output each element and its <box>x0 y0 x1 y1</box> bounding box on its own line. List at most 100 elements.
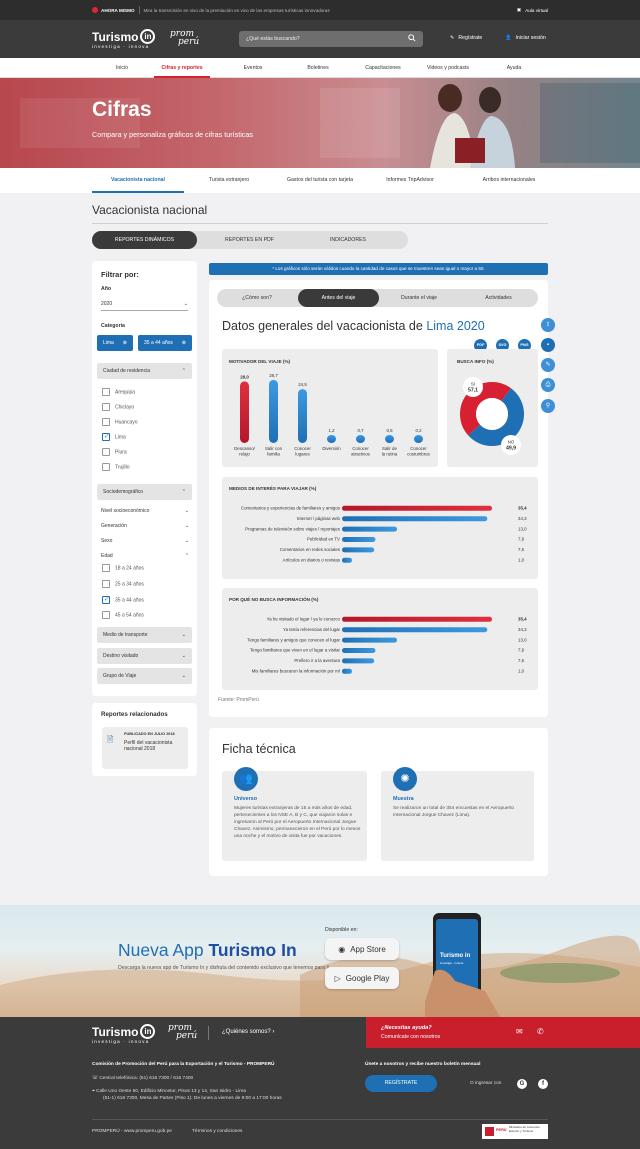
subtab-como-son[interactable]: ¿Cómo son? <box>242 295 272 301</box>
bar <box>342 668 352 674</box>
logo-in: in <box>140 29 156 44</box>
app-store-button[interactable]: ◉ App Store <box>325 938 399 960</box>
logo-turismo-in[interactable]: Turismo in investiga · innova <box>92 29 156 49</box>
register-link[interactable]: ✎ Regístrate <box>450 35 482 41</box>
related-reports: Reportes relacionados 🗎 PUBLICADO EN JUL… <box>92 703 197 776</box>
checkbox-trujillo[interactable]: Trujillo <box>102 463 130 471</box>
subtab-durante-viaje[interactable]: Durante el viaje <box>400 295 438 301</box>
bar-value-label: 35,4 <box>518 617 527 622</box>
bar <box>342 537 376 542</box>
nav-boletines[interactable]: Boletines <box>307 65 329 71</box>
sexo-toggle[interactable]: Sexo ⌄ <box>101 538 189 544</box>
location-icon: ⌖ <box>92 1089 97 1094</box>
footer-register-button[interactable]: REGÍSTRATE <box>365 1075 437 1092</box>
tab-gastos-turista[interactable]: Gastos del turista con tarjeta <box>286 177 354 183</box>
pill-reportes-pdf[interactable]: REPORTES EN PDF <box>225 237 274 243</box>
footer-phone: ☏ Central telefónica: (51) 616 7300 / 61… <box>92 1075 193 1082</box>
promo-title: Nueva App Turismo In <box>118 940 297 961</box>
address-label: Calle Uno Oeste 50, Edificio Mincetur, P… <box>96 1089 246 1094</box>
or-login-label: O ingresar con <box>470 1081 502 1086</box>
edad-toggle[interactable]: Edad ⌃ <box>101 553 189 559</box>
checkbox-25-34[interactable]: 25 a 34 años <box>102 580 144 588</box>
google-play-button[interactable]: ▷ Google Play <box>325 967 399 989</box>
checkbox-lima[interactable]: Lima <box>102 432 126 441</box>
download-png-button[interactable]: PNG <box>518 339 531 352</box>
checkbox-label: Huancayo <box>115 419 138 426</box>
accordion-transporte[interactable]: Medio de transporte ⌄ <box>97 627 192 643</box>
tab-turista-extranjero[interactable]: Turista extranjero <box>208 177 250 183</box>
mail-icon[interactable]: ✉ <box>516 1027 523 1036</box>
related-report-card[interactable]: 🗎 PUBLICADO EN JULIO 2018 Perfil del vac… <box>102 727 188 769</box>
donut-label-bubble <box>463 377 483 397</box>
phone-label: Central telefónica: (51) 616 7300 / 616 … <box>99 1076 194 1081</box>
checkbox-huancayo[interactable]: Huancayo <box>102 418 138 426</box>
checkbox-chiclayo[interactable]: Chiclayo <box>102 403 134 411</box>
bar <box>342 547 375 553</box>
footer-address: ⌖ Calle Uno Oeste 50, Edificio Mincetur,… <box>92 1088 246 1095</box>
document-icon: 🗎 <box>107 735 114 744</box>
tab-vacacionista-nacional[interactable]: Vacacionista nacional <box>92 168 184 193</box>
footer-logo-promperu[interactable]: prom perú <box>168 1024 197 1041</box>
chip-edad[interactable]: 35 a 44 años ⊗ <box>138 335 192 351</box>
subtab-actividades[interactable]: Actividades <box>485 295 512 301</box>
help-banner[interactable]: ¿Necesitas ayuda? Comunícate con nosotro… <box>366 1017 640 1048</box>
chip-lima[interactable]: Lima ⊗ <box>97 335 133 351</box>
nav-videos[interactable]: Videos y podcasts <box>426 65 469 71</box>
nav-cifras[interactable]: Cifras y reportes <box>154 58 210 78</box>
pin-icon[interactable]: ⚲ <box>541 399 555 413</box>
apple-icon: ◉ <box>338 944 346 954</box>
checkbox-arequipa[interactable]: Arequipa <box>102 388 135 396</box>
accordion-sociodemografico[interactable]: Sociodemográfico ⌃ <box>97 484 192 500</box>
year-select[interactable]: 2020 ⌄ <box>101 298 188 311</box>
aula-virtual-link[interactable]: ▣ Aula virtual <box>517 7 548 13</box>
app-promo: Nueva App Turismo In Descarga la nueva a… <box>0 905 640 1017</box>
checkbox-35-44[interactable]: 35 a 44 años <box>102 595 144 604</box>
footer-logo-turismo-in[interactable]: Turismo in investiga · innova <box>92 1024 156 1044</box>
tab-arribos[interactable]: Arribos internacionales <box>482 177 536 183</box>
whatsapp-icon[interactable]: ✆ <box>537 1027 544 1036</box>
ficha-title: Ficha técnica <box>222 742 296 756</box>
save-icon[interactable]: ▪ <box>541 338 555 352</box>
hand-phone-image <box>425 913 500 1017</box>
nav-eventos[interactable]: Eventos <box>243 65 263 71</box>
checkbox-18-24[interactable]: 18 a 24 años <box>102 564 144 572</box>
promo-description: Descarga la nueva app de Turismo In y di… <box>118 965 330 971</box>
group-icon: 👥 <box>234 767 258 791</box>
search-input[interactable]: ¿Qué estás buscando? <box>239 31 423 47</box>
close-icon[interactable]: ⊗ <box>122 340 127 346</box>
terms-link[interactable]: Términos y condiciones <box>192 1129 243 1134</box>
accordion-destino[interactable]: Destino visitado ⌄ <box>97 648 192 664</box>
generacion-toggle[interactable]: Generación ⌄ <box>101 523 189 529</box>
nav-ayuda[interactable]: Ayuda <box>506 65 522 71</box>
download-pdf-button[interactable]: PDF <box>474 339 487 352</box>
download-svg-button[interactable]: SVG <box>496 339 509 352</box>
subtab-antes-viaje[interactable]: Antes del viaje <box>298 289 379 307</box>
live-text[interactable]: Mira la transmisión en vivo de la premia… <box>143 7 330 13</box>
logo-promperu[interactable]: prom perú <box>170 30 199 47</box>
close-icon[interactable]: ⊗ <box>181 340 186 346</box>
pencil-icon[interactable]: ✎ <box>541 358 555 372</box>
google-icon[interactable]: G <box>517 1079 527 1089</box>
accordion-grupo[interactable]: Grupo de Viaje ⌄ <box>97 668 192 684</box>
print-icon[interactable]: ⎙ <box>541 378 555 392</box>
share-icon[interactable]: ⇪ <box>541 318 555 332</box>
nivel-socioeconomico-toggle[interactable]: Nivel socioeconómico ⌄ <box>101 508 189 514</box>
chart-medios-title: MEDIOS DE INTERÉS PARA VIAJAR (%) <box>229 486 317 491</box>
checkbox-piura[interactable]: Piura <box>102 448 127 456</box>
screen-icon: ▣ <box>516 7 522 12</box>
search-icon[interactable] <box>408 34 416 44</box>
checkbox-45-54[interactable]: 45 a 54 años <box>102 611 144 619</box>
login-link[interactable]: 👤 Iniciar sesión <box>505 35 546 41</box>
nav-inicio[interactable]: Inicio <box>115 65 129 71</box>
nav-capacitaciones[interactable]: Capacitaciones <box>365 65 401 71</box>
tab-tripadvisor[interactable]: Informes TripAdvisor <box>386 177 434 183</box>
footer-site-link[interactable]: PROMPERÚ - www.promperu.gob.pe <box>92 1129 172 1134</box>
year-value: 2020 <box>101 301 113 307</box>
pill-reportes-dinamicos[interactable]: REPORTES DINÁMICOS <box>92 231 197 249</box>
accordion-ciudad[interactable]: Ciudad de residencia ⌃ <box>97 363 192 379</box>
facebook-icon[interactable]: f <box>538 1079 548 1089</box>
about-link[interactable]: ¿Quiénes somos? › <box>222 1029 275 1035</box>
pill-indicadores[interactable]: INDICADORES <box>329 237 367 243</box>
bar-value-label: 28,0 <box>240 374 249 379</box>
bar-value-label: 0,5 <box>386 428 393 433</box>
